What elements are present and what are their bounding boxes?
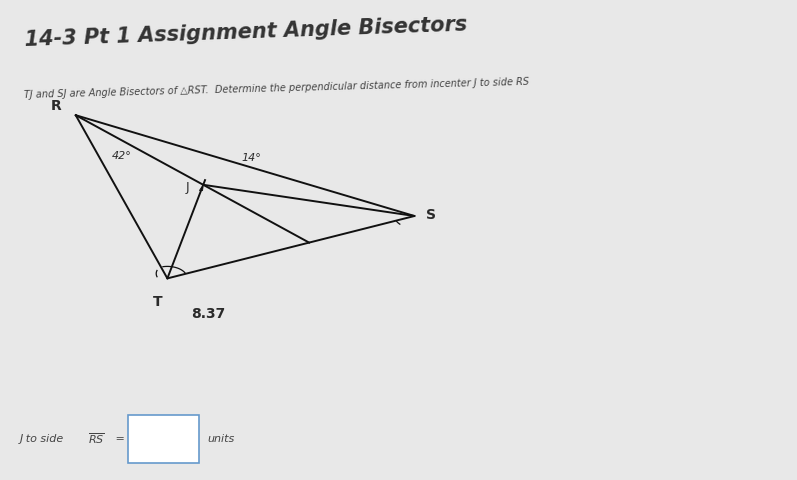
Text: 14-3 Pt 1 Assignment Angle Bisectors: 14-3 Pt 1 Assignment Angle Bisectors xyxy=(24,14,467,50)
Text: S: S xyxy=(426,208,436,222)
Text: 8.37: 8.37 xyxy=(191,307,226,321)
Text: units: units xyxy=(207,434,234,444)
Text: =: = xyxy=(112,434,124,444)
FancyBboxPatch shape xyxy=(128,415,199,463)
Text: 42°: 42° xyxy=(112,151,132,161)
Text: $\overline{RS}$: $\overline{RS}$ xyxy=(88,432,104,446)
Text: T: T xyxy=(153,295,163,309)
Text: J: J xyxy=(185,181,189,194)
Text: J to side: J to side xyxy=(20,434,68,444)
Text: 14°: 14° xyxy=(241,153,261,163)
Text: R: R xyxy=(51,99,61,113)
Text: TJ and SJ are Angle Bisectors of △RST.  Determine the perpendicular distance fro: TJ and SJ are Angle Bisectors of △RST. D… xyxy=(24,77,529,100)
